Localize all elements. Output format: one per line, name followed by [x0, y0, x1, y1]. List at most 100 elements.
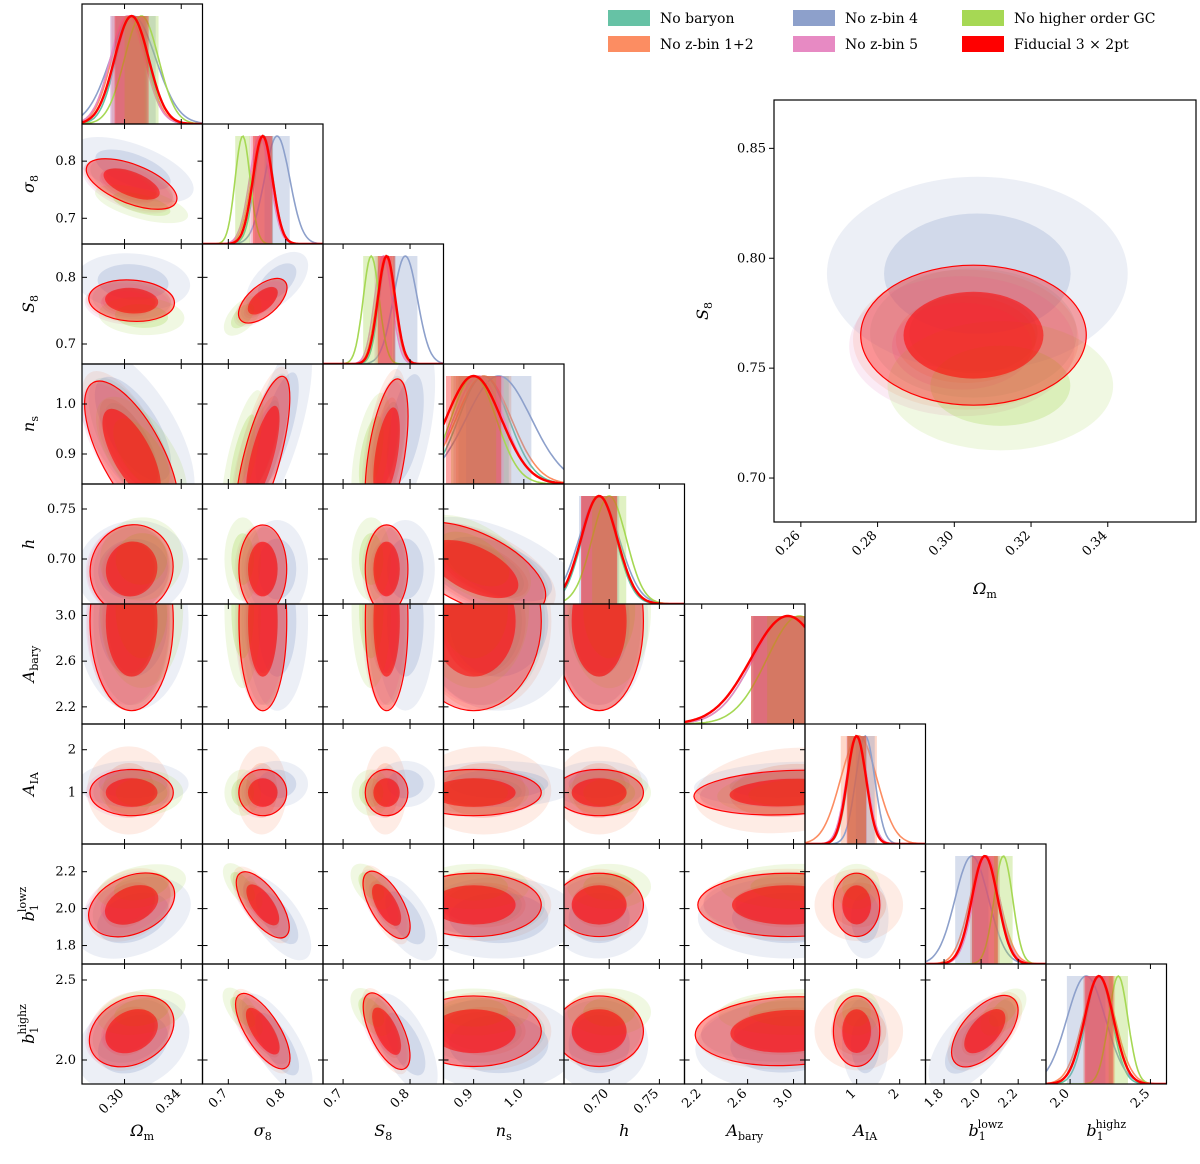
panel-b1high-b1high: [1045, 963, 1168, 1085]
contour95-outline-5: [697, 872, 805, 938]
marginal-curve-1: [323, 255, 444, 364]
y-axis-label-b1low: b1lowz: [16, 886, 41, 921]
marginal-band-2: [1066, 976, 1106, 1084]
inset-x-tick-label: 0.26: [773, 528, 804, 559]
panel-Om-Om: [81, 3, 204, 125]
contour95-outline-5: [564, 604, 645, 712]
marginal-band-3: [110, 16, 145, 124]
contour68-5: [247, 541, 278, 597]
inset-om-s8-panel: 0.26 0.28 0.30 0.32 0.34 0.70 0.75 0.80 0.85 Ωm S8: [693, 99, 1197, 601]
contour68-4: [231, 604, 255, 659]
x-axis-label-S8: S8: [374, 1121, 392, 1143]
marginal-band-5: [751, 616, 805, 724]
contour68-5: [105, 1009, 158, 1054]
marginal-band-5: [581, 496, 618, 604]
contour68-5: [373, 407, 400, 484]
marginal-band-2: [751, 616, 805, 724]
panel-h-S8: [322, 483, 445, 605]
y-tick-label: 0.7: [55, 337, 76, 352]
marginal-band-1: [751, 616, 805, 724]
inset-y-tick-label: 0.70: [737, 471, 766, 486]
contour95-2: [82, 137, 194, 203]
panel-b1high-S8: [322, 963, 445, 1085]
contour95-outline-5: [362, 870, 411, 940]
panel-AIA-S8: [322, 723, 445, 845]
x-tick-label: 1.0: [501, 1086, 526, 1111]
contour68-5: [104, 885, 159, 925]
legend-swatch-0: [608, 10, 650, 26]
x-axis-label-AIA: AIA: [851, 1121, 878, 1143]
contour95-outline-5: [235, 375, 291, 484]
x-tick-label: 2.0: [959, 1086, 984, 1111]
marginal-band-3: [846, 736, 867, 844]
panel-b1high-h: [563, 963, 686, 1085]
marginal-curve-4: [82, 15, 203, 124]
legend-label-1: No z-bin 1+2: [660, 37, 754, 53]
inset-x-tick-label: 0.32: [1003, 528, 1034, 559]
contour68-5: [105, 287, 159, 314]
contour95-outline-5: [238, 604, 288, 712]
contour95-outline-5: [564, 995, 645, 1068]
panel-b1high-s8: [201, 963, 324, 1085]
marginal-curve-5: [925, 854, 1046, 964]
contour95-outline-5: [694, 996, 805, 1067]
marginal-band-4: [847, 736, 867, 844]
x-axis-label-s8: σ8: [254, 1121, 272, 1143]
inset-contour95-2: [826, 176, 1128, 371]
y-axis-label-Abary: Abary: [19, 645, 41, 684]
contour68-5: [373, 604, 400, 677]
contour95-outline-5: [89, 524, 174, 604]
panel-AIA-Abary: [683, 723, 806, 845]
contour95-4: [351, 392, 392, 484]
marginal-band-5: [114, 16, 149, 124]
inset-contour68-5: [903, 291, 1044, 379]
marginal-band-5: [377, 256, 396, 364]
y-tick-label: 0.8: [55, 270, 76, 285]
marginal-curve-2: [805, 734, 926, 844]
x-tick-label: 2.2: [996, 1086, 1021, 1111]
contour95-outline-5: [238, 768, 288, 817]
contour68-5: [245, 1007, 280, 1055]
panel-b1low-S8: [322, 843, 445, 965]
panel-h-Om: [81, 483, 204, 605]
contour95-outline-5: [89, 604, 174, 712]
panel-ns-ns: [442, 363, 565, 485]
y-tick-label: 1: [68, 786, 76, 801]
x-tick-label: 2: [886, 1086, 902, 1102]
panel-AIA-Om: [81, 723, 204, 845]
marginal-band-4: [767, 616, 805, 724]
inset-outline-5: [860, 264, 1087, 406]
marginal-curve-5: [443, 374, 564, 484]
panel-AIA-s8: [201, 723, 324, 845]
marginal-curve-5: [323, 254, 444, 364]
panel-Abary-h: [563, 603, 686, 725]
inset-x-label: Ωm: [972, 579, 997, 601]
panel-h-ns: [442, 483, 565, 605]
panel-S8-Om: [81, 243, 204, 365]
contour68-5: [373, 778, 400, 807]
panel-h-h: [563, 483, 686, 605]
contour68-4: [112, 192, 171, 216]
marginal-band-1: [456, 376, 512, 484]
contour68-5: [248, 604, 278, 677]
inset-y-label: S8: [693, 302, 715, 320]
marginal-band-5: [847, 736, 867, 844]
panel-b1low-AIA: [804, 843, 927, 965]
y-tick-label: 2.0: [55, 1053, 76, 1068]
legend-swatch-5: [962, 36, 1004, 52]
x-tick-label: 0.34: [153, 1086, 184, 1117]
y-tick-label: 0.7: [55, 211, 76, 226]
y-tick-label: 3.0: [55, 608, 76, 623]
panel-s8-s8: [201, 123, 324, 245]
y-tick-label: 2.5: [55, 973, 76, 988]
marginal-curve-2: [443, 375, 564, 470]
contour95-outline-5: [364, 768, 409, 817]
y-tick-label: 1.0: [55, 397, 76, 412]
x-tick-label: 2.2: [679, 1086, 704, 1111]
contour95-outline-5: [832, 872, 881, 938]
panel-b1high-Abary: [683, 963, 806, 1085]
y-tick-label: 0.8: [55, 154, 76, 169]
contour95-outline-5: [88, 995, 175, 1068]
marginal-curve-5: [82, 14, 203, 124]
